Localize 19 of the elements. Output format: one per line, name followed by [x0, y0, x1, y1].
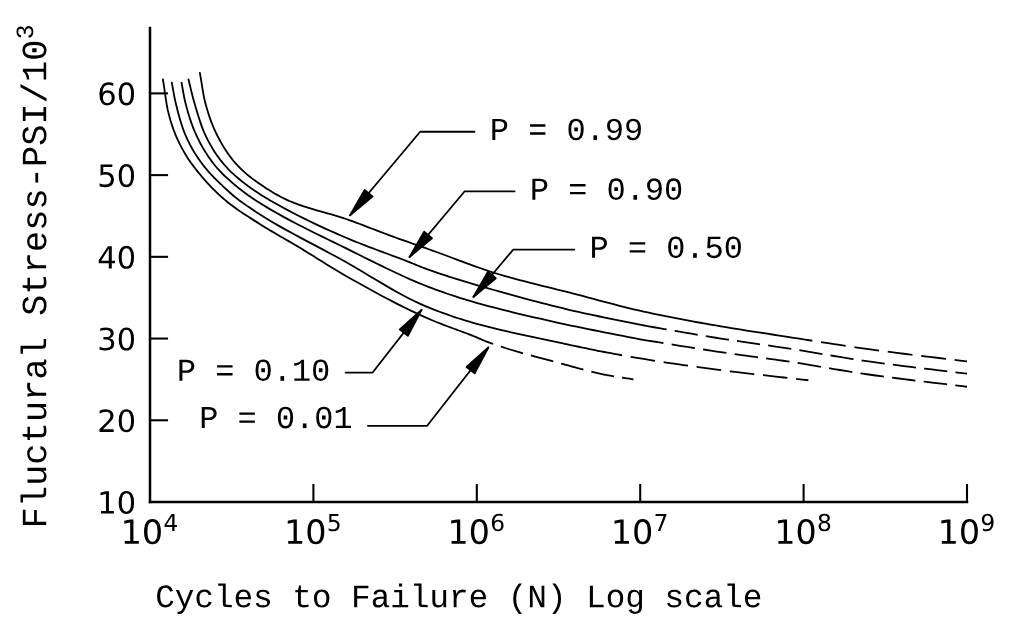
y-axis-title: Fluctural Stress-PSI/10$^{3}$: [16, 25, 47, 526]
y-tick-label: 40: [98, 245, 135, 269]
annotation: P = 0.10: [179, 359, 329, 382]
y-tick-label: 50: [99, 164, 135, 188]
y-tick-label: 30: [99, 327, 135, 351]
x-tick-label: 10$^{5}$: [287, 513, 340, 545]
annotation: P = 0.01: [201, 406, 352, 429]
annotation: P = 0.90: [532, 178, 682, 201]
x-tick-label: 10$^{4}$: [124, 513, 177, 545]
y-tick-label: 10: [100, 490, 135, 515]
x-tick-label: 10$^{8}$: [777, 513, 831, 545]
x-tick-label: 10$^{6}$: [451, 513, 504, 545]
x-axis-title: Cycles to Failure (N) Log scale: [157, 583, 761, 614]
x-tick-label: 10$^{7}$: [614, 513, 667, 545]
y-tick-label: 60: [99, 82, 135, 106]
y-tick-label: 20: [99, 409, 135, 433]
annotation: P = 0.99: [492, 118, 641, 141]
annotation: P = 0.50: [592, 236, 741, 259]
x-tick-label: 10$^{9}$: [941, 513, 994, 545]
